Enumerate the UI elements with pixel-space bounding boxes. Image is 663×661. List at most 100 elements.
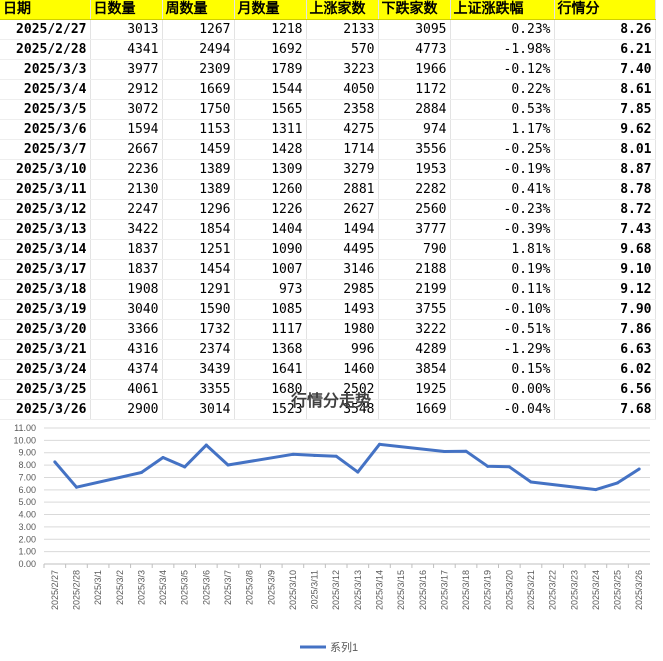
cell-weekly-count[interactable]: 1296 — [162, 199, 235, 220]
data-point[interactable] — [183, 465, 187, 469]
cell-decliners[interactable]: 3777 — [378, 219, 451, 240]
cell-weekly-count[interactable]: 1459 — [162, 139, 235, 160]
cell-decliners[interactable]: 1966 — [378, 59, 451, 80]
cell-decliners[interactable]: 2199 — [378, 279, 451, 300]
cell-sse-change[interactable]: 0.41% — [450, 179, 555, 200]
cell-market-score[interactable]: 6.21 — [554, 39, 656, 60]
cell-weekly-count[interactable]: 1732 — [162, 319, 235, 340]
cell-monthly-count[interactable]: 1260 — [234, 179, 307, 200]
cell-decliners[interactable]: 2560 — [378, 199, 451, 220]
cell-date[interactable]: 2025/3/13 — [0, 219, 91, 240]
cell-weekly-count[interactable]: 3355 — [162, 379, 235, 400]
cell-sse-change[interactable]: -1.98% — [450, 39, 555, 60]
cell-date[interactable]: 2025/3/25 — [0, 379, 91, 400]
cell-advancers[interactable]: 2627 — [306, 199, 379, 220]
cell-market-score[interactable]: 9.10 — [554, 259, 656, 280]
cell-daily-count[interactable]: 3366 — [90, 319, 163, 340]
cell-daily-count[interactable]: 3072 — [90, 99, 163, 120]
cell-decliners[interactable]: 3854 — [378, 359, 451, 380]
cell-market-score[interactable]: 7.43 — [554, 219, 656, 240]
cell-daily-count[interactable]: 2900 — [90, 399, 163, 420]
cell-weekly-count[interactable]: 1590 — [162, 299, 235, 320]
cell-monthly-count[interactable]: 1007 — [234, 259, 307, 280]
cell-advancers[interactable]: 4050 — [306, 79, 379, 100]
cell-decliners[interactable]: 4289 — [378, 339, 451, 360]
cell-advancers[interactable]: 1494 — [306, 219, 379, 240]
cell-market-score[interactable]: 8.61 — [554, 79, 656, 100]
cell-monthly-count[interactable]: 1544 — [234, 79, 307, 100]
col-header-advancers[interactable]: 上涨家数 — [306, 0, 379, 20]
cell-daily-count[interactable]: 4374 — [90, 359, 163, 380]
cell-daily-count[interactable]: 3422 — [90, 219, 163, 240]
cell-monthly-count[interactable]: 1428 — [234, 139, 307, 160]
cell-advancers[interactable]: 1714 — [306, 139, 379, 160]
data-point[interactable] — [529, 480, 533, 484]
data-point[interactable] — [616, 481, 620, 485]
col-header-date[interactable]: 日期 — [0, 0, 91, 20]
cell-sse-change[interactable]: 0.19% — [450, 259, 555, 280]
cell-date[interactable]: 2025/3/5 — [0, 99, 91, 120]
cell-market-score[interactable]: 8.78 — [554, 179, 656, 200]
cell-weekly-count[interactable]: 3439 — [162, 359, 235, 380]
cell-sse-change[interactable]: -0.51% — [450, 319, 555, 340]
cell-sse-change[interactable]: 0.15% — [450, 359, 555, 380]
cell-date[interactable]: 2025/3/3 — [0, 59, 91, 80]
cell-sse-change[interactable]: -0.25% — [450, 139, 555, 160]
cell-monthly-count[interactable]: 1523 — [234, 399, 307, 420]
cell-advancers[interactable]: 1493 — [306, 299, 379, 320]
cell-market-score[interactable]: 7.90 — [554, 299, 656, 320]
cell-decliners[interactable]: 3095 — [378, 19, 451, 40]
cell-market-score[interactable]: 9.68 — [554, 239, 656, 260]
cell-daily-count[interactable]: 2236 — [90, 159, 163, 180]
cell-decliners[interactable]: 2188 — [378, 259, 451, 280]
cell-decliners[interactable]: 2884 — [378, 99, 451, 120]
cell-weekly-count[interactable]: 3014 — [162, 399, 235, 420]
cell-sse-change[interactable]: 0.11% — [450, 279, 555, 300]
cell-weekly-count[interactable]: 2374 — [162, 339, 235, 360]
cell-market-score[interactable]: 8.87 — [554, 159, 656, 180]
cell-advancers[interactable]: 2133 — [306, 19, 379, 40]
cell-advancers[interactable]: 3279 — [306, 159, 379, 180]
cell-advancers[interactable]: 3146 — [306, 259, 379, 280]
data-point[interactable] — [226, 463, 230, 467]
cell-market-score[interactable]: 6.56 — [554, 379, 656, 400]
col-header-decliners[interactable]: 下跌家数 — [378, 0, 451, 20]
cell-weekly-count[interactable]: 1750 — [162, 99, 235, 120]
cell-advancers[interactable]: 4275 — [306, 119, 379, 140]
data-point[interactable] — [53, 460, 57, 464]
cell-daily-count[interactable]: 2912 — [90, 79, 163, 100]
cell-monthly-count[interactable]: 1692 — [234, 39, 307, 60]
cell-advancers[interactable]: 570 — [306, 39, 379, 60]
col-header-sse-change[interactable]: 上证涨跌幅 — [450, 0, 555, 20]
cell-advancers[interactable]: 996 — [306, 339, 379, 360]
cell-weekly-count[interactable]: 1389 — [162, 179, 235, 200]
cell-monthly-count[interactable]: 1641 — [234, 359, 307, 380]
cell-decliners[interactable]: 1669 — [378, 399, 451, 420]
cell-advancers[interactable]: 1980 — [306, 319, 379, 340]
cell-monthly-count[interactable]: 1218 — [234, 19, 307, 40]
cell-date[interactable]: 2025/3/6 — [0, 119, 91, 140]
cell-sse-change[interactable]: 0.22% — [450, 79, 555, 100]
data-point[interactable] — [334, 454, 338, 458]
col-header-weekly-count[interactable]: 周数量 — [162, 0, 235, 20]
cell-sse-change[interactable]: 0.23% — [450, 19, 555, 40]
cell-date[interactable]: 2025/2/27 — [0, 19, 91, 40]
cell-weekly-count[interactable]: 1669 — [162, 79, 235, 100]
cell-sse-change[interactable]: 0.53% — [450, 99, 555, 120]
cell-market-score[interactable]: 7.86 — [554, 319, 656, 340]
cell-market-score[interactable]: 8.72 — [554, 199, 656, 220]
cell-weekly-count[interactable]: 1153 — [162, 119, 235, 140]
data-point[interactable] — [594, 488, 598, 492]
data-point[interactable] — [204, 443, 208, 447]
cell-date[interactable]: 2025/3/21 — [0, 339, 91, 360]
cell-sse-change[interactable]: -0.10% — [450, 299, 555, 320]
cell-daily-count[interactable]: 2667 — [90, 139, 163, 160]
cell-date[interactable]: 2025/2/28 — [0, 39, 91, 60]
cell-monthly-count[interactable]: 973 — [234, 279, 307, 300]
cell-decliners[interactable]: 1953 — [378, 159, 451, 180]
cell-advancers[interactable]: 2358 — [306, 99, 379, 120]
cell-monthly-count[interactable]: 1117 — [234, 319, 307, 340]
cell-decliners[interactable]: 3556 — [378, 139, 451, 160]
cell-daily-count[interactable]: 2247 — [90, 199, 163, 220]
cell-daily-count[interactable]: 2130 — [90, 179, 163, 200]
